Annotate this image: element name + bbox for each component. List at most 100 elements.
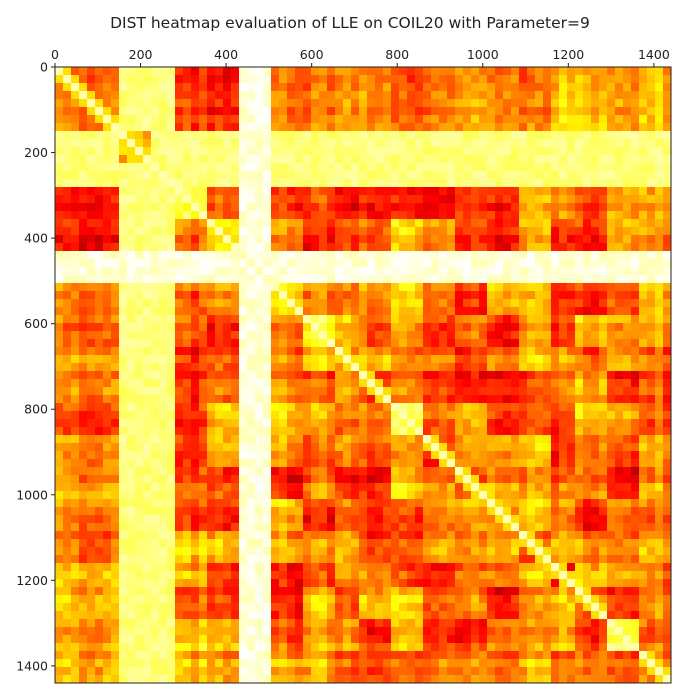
heatmap-cell [663,427,672,436]
heatmap-cell [359,259,368,268]
heatmap-cell [375,475,384,484]
heatmap-cell [407,163,416,172]
heatmap-cell [87,91,96,100]
heatmap-cell [463,99,472,108]
heatmap-cell [303,259,312,268]
heatmap-cell [63,235,72,244]
heatmap-cell [87,515,96,524]
heatmap-cell [63,515,72,524]
heatmap-cell [559,115,568,124]
heatmap-cell [623,267,632,276]
heatmap-cell [103,515,112,524]
heatmap-cell [567,131,576,140]
heatmap-cell [575,331,584,340]
heatmap-cell [327,491,336,500]
heatmap-cell [55,155,64,164]
heatmap-cell [319,451,328,460]
heatmap-cell [159,259,168,268]
heatmap-cell [207,379,216,388]
heatmap-cell [487,395,496,404]
heatmap-cell [279,275,288,284]
heatmap-cell [359,267,368,276]
heatmap-cell [503,555,512,564]
heatmap-cell [519,339,528,348]
heatmap-cell [543,451,552,460]
heatmap-cell [199,83,208,92]
heatmap-cell [135,451,144,460]
heatmap-cell [447,155,456,164]
heatmap-cell [327,259,336,268]
heatmap-cell [183,531,192,540]
heatmap-cell [303,451,312,460]
heatmap-cell [631,203,640,212]
heatmap-cell [503,139,512,148]
heatmap-cell [647,291,656,300]
heatmap-cell [55,491,64,500]
heatmap-cell [79,467,88,476]
heatmap-cell [327,435,336,444]
heatmap-cell [191,523,200,532]
heatmap-cell [527,531,536,540]
heatmap-cell [615,75,624,84]
heatmap-cell [663,355,672,364]
heatmap-cell [567,563,576,572]
heatmap-cell [655,307,664,316]
heatmap-cell [511,387,520,396]
heatmap-cell [95,147,104,156]
heatmap-cell [551,179,560,188]
heatmap-cell [487,331,496,340]
heatmap-cell [431,411,440,420]
heatmap-cell [535,83,544,92]
heatmap-cell [79,307,88,316]
heatmap-cell [319,563,328,572]
heatmap-cell [391,547,400,556]
heatmap-cell [623,411,632,420]
heatmap-cell [487,227,496,236]
heatmap-cell [95,171,104,180]
heatmap-cell [487,499,496,508]
heatmap-cell [383,363,392,372]
heatmap-cell [247,299,256,308]
heatmap-cell [303,83,312,92]
heatmap-cell [423,395,432,404]
heatmap-cell [471,275,480,284]
heatmap-cell [615,379,624,388]
heatmap-cell [319,571,328,580]
heatmap-cell [87,363,96,372]
heatmap-cell [239,227,248,236]
heatmap-cell [439,219,448,228]
heatmap-cell [599,451,608,460]
heatmap-cell [215,379,224,388]
heatmap-cell [95,307,104,316]
heatmap-cell [519,515,528,524]
heatmap-cell [631,163,640,172]
heatmap-cell [215,387,224,396]
heatmap-cell [71,147,80,156]
heatmap-cell [199,227,208,236]
heatmap-cell [159,179,168,188]
heatmap-cell [359,347,368,356]
heatmap-cell [447,531,456,540]
heatmap-cell [327,579,336,588]
heatmap-cell [175,323,184,332]
heatmap-cell [127,571,136,580]
heatmap-cell [535,323,544,332]
heatmap-cell [359,139,368,148]
heatmap-cell [559,499,568,508]
heatmap-cell [175,203,184,212]
heatmap-cell [647,371,656,380]
heatmap-cell [135,475,144,484]
heatmap-cell [55,219,64,228]
heatmap-cell [207,219,216,228]
heatmap-cell [487,507,496,516]
heatmap-cell [647,411,656,420]
heatmap-cell [191,291,200,300]
heatmap-cell [319,139,328,148]
heatmap-cell [223,427,232,436]
heatmap-cell [327,515,336,524]
heatmap-cell [71,435,80,444]
heatmap-cell [455,139,464,148]
heatmap-cell [359,467,368,476]
heatmap-cell [423,539,432,548]
heatmap-cell [191,75,200,84]
